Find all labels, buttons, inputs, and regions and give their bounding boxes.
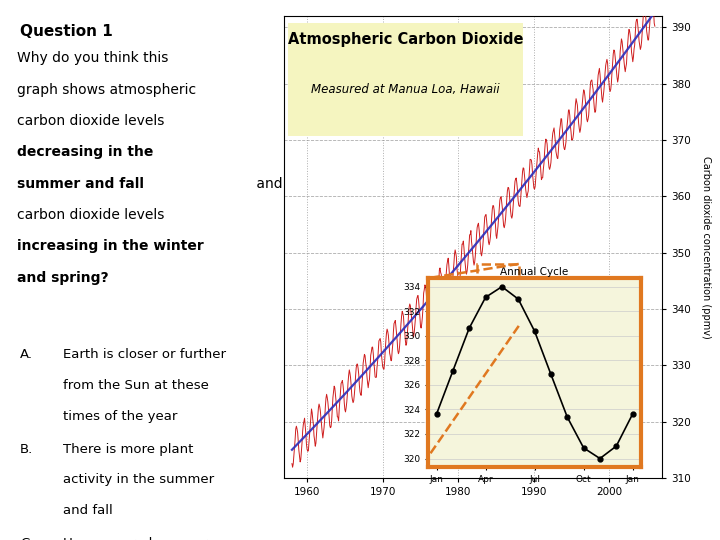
Text: Question 1: Question 1 bbox=[20, 24, 112, 39]
Text: graph shows atmospheric: graph shows atmospheric bbox=[17, 83, 196, 97]
Text: summer and fall: summer and fall bbox=[17, 177, 144, 191]
FancyBboxPatch shape bbox=[288, 23, 523, 136]
Text: C.: C. bbox=[20, 537, 33, 540]
Y-axis label: Carbon dioxide concentration (ppmv): Carbon dioxide concentration (ppmv) bbox=[701, 156, 711, 339]
Text: and spring?: and spring? bbox=[17, 271, 109, 285]
Text: Measured at Manua Loa, Hawaii: Measured at Manua Loa, Hawaii bbox=[311, 83, 500, 96]
Text: Earth is closer or further: Earth is closer or further bbox=[63, 348, 225, 361]
Bar bbox=[477, 264, 518, 326]
Text: increasing in the winter: increasing in the winter bbox=[17, 239, 204, 253]
Text: and: and bbox=[252, 177, 282, 191]
Text: Atmospheric Carbon Dioxide: Atmospheric Carbon Dioxide bbox=[287, 32, 523, 48]
Text: times of the year: times of the year bbox=[63, 410, 177, 423]
Text: B.: B. bbox=[20, 443, 33, 456]
Text: from the Sun at these: from the Sun at these bbox=[63, 379, 209, 392]
Text: A.: A. bbox=[20, 348, 33, 361]
Text: activity in the summer: activity in the summer bbox=[63, 474, 214, 487]
Title: Annual Cycle: Annual Cycle bbox=[500, 267, 569, 278]
Text: and fall: and fall bbox=[63, 504, 112, 517]
Text: Humans produce more: Humans produce more bbox=[63, 537, 215, 540]
Text: carbon dioxide levels: carbon dioxide levels bbox=[17, 114, 168, 128]
Text: There is more plant: There is more plant bbox=[63, 443, 193, 456]
Text: decreasing in the: decreasing in the bbox=[17, 145, 153, 159]
Text: Why do you think this: Why do you think this bbox=[17, 51, 168, 65]
Text: carbon dioxide levels: carbon dioxide levels bbox=[17, 208, 168, 222]
